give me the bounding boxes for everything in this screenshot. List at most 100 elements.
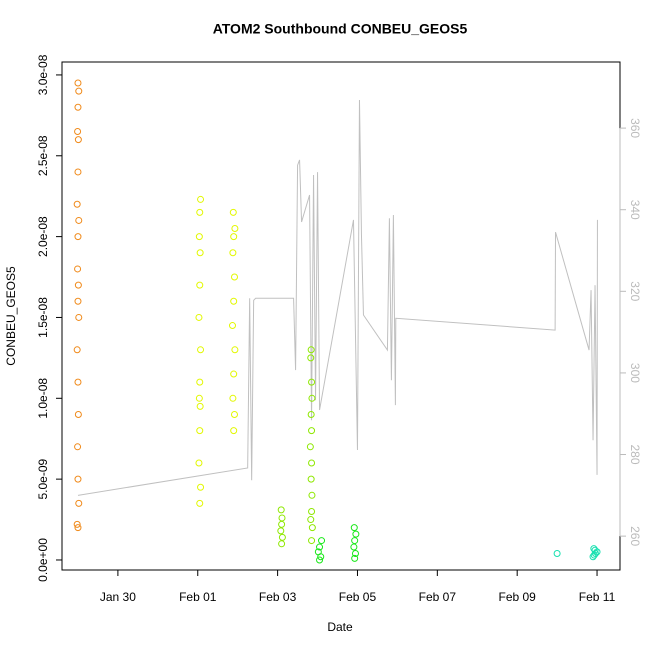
point [307,354,315,362]
y-tick-label: 2.5e-08 [36,135,50,176]
x-tick-label: Feb 09 [499,590,537,604]
line-series [77,99,598,496]
point [74,443,82,451]
point [307,346,315,354]
y-tick-label: 5.0e-09 [36,458,50,499]
point [196,208,204,216]
point [229,249,237,257]
point [196,499,204,507]
point [307,410,315,418]
x-tick-label: Feb 05 [339,590,377,604]
point [231,346,239,354]
point [74,524,82,532]
point [75,499,83,507]
point [308,394,316,402]
point [230,233,238,241]
point [350,543,358,551]
point [74,265,82,273]
chart-title: ATOM2 Southbound CONBEU_GEOS5 [213,21,468,37]
point [197,195,205,203]
point [591,546,599,554]
point [195,394,203,402]
point [230,410,238,418]
point [75,216,83,224]
point [74,136,82,144]
point [278,514,286,522]
point [230,427,238,435]
y-tick-label: 1.5e-08 [36,297,50,338]
point [196,402,204,410]
plot-frame [61,61,621,571]
point [196,281,204,289]
point [316,556,324,564]
point [196,249,204,257]
point [316,543,324,551]
point [553,550,561,558]
point [74,297,82,305]
x-tick-label: Feb 01 [179,590,217,604]
point [74,378,82,386]
point [230,297,238,305]
point [308,427,316,435]
point [196,427,204,435]
point [308,459,316,467]
y2-tick-label: 360 [628,118,642,138]
point [230,273,238,281]
y-tick-label: 0.0e+00 [36,538,50,582]
point [278,533,286,541]
point [228,322,236,330]
point [307,475,315,483]
point [351,554,359,562]
point [230,370,238,378]
y2-tick-label: 320 [628,281,642,301]
point [195,233,203,241]
point [74,475,82,483]
point [74,410,82,418]
x-tick-label: Jan 30 [100,590,136,604]
point [74,281,82,289]
point [308,491,316,499]
point [308,524,316,532]
point [307,516,315,524]
point [351,537,359,545]
point [229,394,237,402]
y-tick-label: 2.0e-08 [36,216,50,257]
x-axis-label: Date [327,620,353,634]
x-tick-label: Feb 03 [259,590,297,604]
point [590,545,598,553]
point [73,520,81,528]
point [591,550,599,558]
point [197,483,205,491]
x-tick-label: Feb 11 [579,590,616,604]
point [308,537,316,545]
point [74,79,82,87]
point [350,524,358,532]
point [278,540,286,548]
y2-tick-label: 340 [628,200,642,220]
point [352,530,360,538]
y-axis-label: CONBEU_GEOS5 [4,266,18,366]
point [195,459,203,467]
point [196,378,204,386]
point [308,507,316,515]
point [74,233,82,241]
point [308,378,316,386]
point [74,128,82,136]
point [197,346,205,354]
point [229,208,237,216]
point [314,548,322,556]
point [73,200,81,208]
point [74,168,82,176]
point [73,346,81,354]
y-tick-label: 3.0e-08 [36,54,50,95]
y2-tick-label: 260 [628,526,642,546]
point [278,520,286,528]
point [74,103,82,111]
point [231,225,239,233]
point [318,537,326,545]
x-tick-label: Feb 07 [419,590,457,604]
point [351,550,359,558]
point [306,443,314,451]
y2-tick-label: 280 [628,445,642,465]
